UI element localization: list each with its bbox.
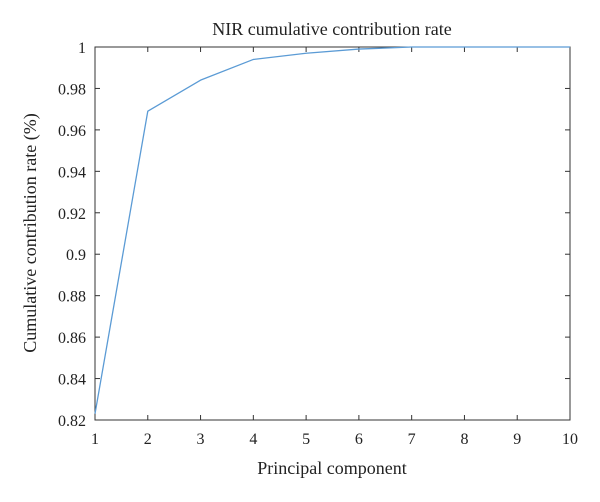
y-tick-label: 0.94 <box>58 164 86 181</box>
y-tick-label: 0.96 <box>58 123 86 140</box>
x-tick-label: 9 <box>513 431 521 448</box>
x-axis-label: Principal component <box>257 458 406 478</box>
x-tick-label: 7 <box>408 431 416 448</box>
y-tick-label: 0.9 <box>66 247 86 264</box>
plot-frame <box>94 46 571 421</box>
y-axis-label: Cumulative contribution rate (%) <box>20 113 41 352</box>
y-tick-label: 0.84 <box>58 372 86 389</box>
x-tick-label: 5 <box>302 431 310 448</box>
plot-area: 1 2 3 4 5 6 7 8 9 10 0.820.840.860.880.90.920.940… <box>58 40 578 448</box>
x-tick-label: 4 <box>249 431 257 448</box>
x-tick-label: 1 <box>91 431 99 448</box>
y-tick-label: 0.82 <box>58 413 86 430</box>
series-line <box>94 46 570 414</box>
x-tick-label: 3 <box>197 431 205 448</box>
y-tick-label: 1 <box>78 40 86 57</box>
x-axis: 1 2 3 4 5 6 7 8 9 10 <box>91 47 578 448</box>
chart-title: NIR cumulative contribution rate <box>212 19 451 39</box>
y-axis: 0.82 0.84 0.86 0.88 0.9 0.92 0.94 0.96 0.98 1 <box>58 40 570 430</box>
y-tick-label: 0.98 <box>58 81 86 98</box>
series-group <box>94 46 570 414</box>
x-tick-label: 2 <box>144 431 152 448</box>
y-tick-label: 0.86 <box>58 330 86 347</box>
y-tick-label: 0.88 <box>58 289 86 306</box>
x-tick-label: 6 <box>355 431 363 448</box>
y-tick-label: 0.92 <box>58 206 86 223</box>
x-tick-label: 10 <box>562 431 578 448</box>
x-tick-label: 8 <box>460 431 468 448</box>
